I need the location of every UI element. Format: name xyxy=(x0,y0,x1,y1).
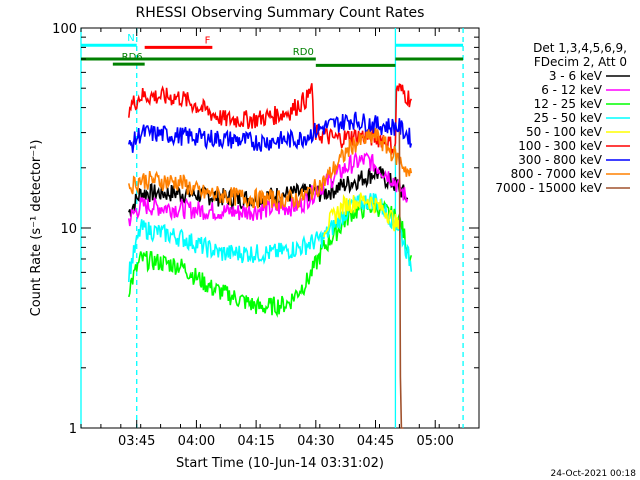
legend-item-2: 12 - 25 keV xyxy=(534,97,603,111)
legend-item-6: 300 - 800 keV xyxy=(518,153,602,167)
chart-title: RHESSI Observing Summary Count Rates xyxy=(136,5,425,21)
x-tick-label-2: 04:15 xyxy=(237,434,274,449)
legend-item-1: 6 - 12 keV xyxy=(541,83,603,97)
legend-item-8: 7000 - 15000 keV xyxy=(495,181,602,195)
legend-header-line-2: FDecim 2, Att 0 xyxy=(534,55,627,69)
series-4-line xyxy=(323,192,401,238)
legend-item-7: 800 - 7000 keV xyxy=(511,167,603,181)
y-tick-label-1: 10 xyxy=(60,222,77,237)
x-tick-label-5: 05:00 xyxy=(416,434,453,449)
legend-header-line-1: Det 1,3,4,5,6,9, xyxy=(533,41,627,55)
x-tick-label-4: 04:45 xyxy=(357,434,394,449)
y-tick-label-2: 100 xyxy=(52,22,77,37)
x-axis-label: Start Time (10-Jun-14 03:31:02) xyxy=(176,456,384,471)
timestamp: 24-Oct-2021 00:18 xyxy=(551,469,637,479)
flag-label-3: RD0 xyxy=(293,47,314,58)
series-7-line xyxy=(128,127,413,211)
legend-item-3: 25 - 50 keV xyxy=(534,111,603,125)
series-6-line xyxy=(128,111,413,153)
series-0-line xyxy=(128,166,409,217)
y-tick-label-0: 1 xyxy=(69,422,77,437)
legend-item-4: 50 - 100 keV xyxy=(526,125,603,139)
x-tick-label-1: 04:00 xyxy=(178,434,215,449)
flag-label-2: F xyxy=(205,35,211,46)
series-1-line xyxy=(128,150,409,227)
legend-item-5: 100 - 300 keV xyxy=(518,139,602,153)
x-tick-label-3: 04:30 xyxy=(297,434,334,449)
flag-label-0: N xyxy=(127,33,134,44)
flag-label-6: RD6 xyxy=(122,52,143,63)
x-tick-label-0: 03:45 xyxy=(118,434,155,449)
y-axis-label: Count Rate (s⁻¹ detector⁻¹) xyxy=(29,140,44,317)
legend-item-0: 3 - 6 keV xyxy=(549,69,603,83)
series-8-line xyxy=(398,131,404,429)
